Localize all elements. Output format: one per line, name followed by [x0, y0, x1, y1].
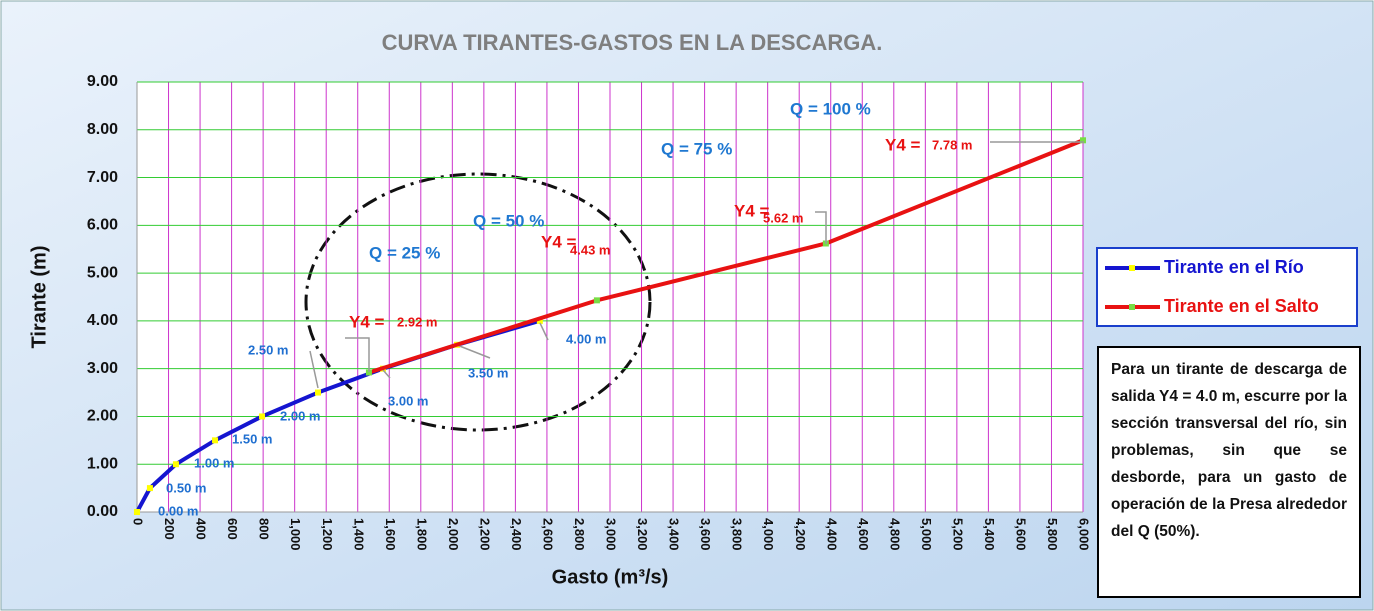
x-tick-label: 5,000	[919, 518, 934, 551]
annotation: Y4 =	[885, 135, 921, 154]
x-tick-label: 1,200	[320, 518, 335, 551]
y-tick-label: 0.00	[87, 503, 118, 520]
leader-line	[345, 337, 370, 372]
marker	[1080, 137, 1086, 144]
data-label: 3.50 m	[468, 365, 508, 380]
x-tick-label: 1,800	[414, 518, 429, 551]
data-label: 4.00 m	[566, 331, 606, 346]
x-tick-label: 4,400	[824, 518, 839, 551]
x-tick-label: 3,000	[604, 518, 619, 551]
x-tick-label: 3,800	[730, 518, 745, 551]
annotation: Q = 50 %	[473, 211, 544, 230]
x-tick-label: 5,600	[1013, 518, 1028, 551]
y-tick-label: 4.00	[87, 312, 118, 329]
y-tick-label: 5.00	[87, 264, 118, 281]
annotation: Q = 75 %	[661, 139, 732, 158]
x-tick-label: 6,000	[1077, 518, 1092, 551]
x-tick-label: 3,600	[698, 518, 713, 551]
x-tick-label: 3,400	[667, 518, 682, 551]
y-tick-label: 9.00	[87, 73, 118, 90]
marker	[536, 317, 543, 324]
data-label: 0.50 m	[166, 480, 206, 495]
data-label: 1.00 m	[194, 455, 234, 470]
leader-line	[539, 322, 549, 341]
x-tick-label: 2,800	[572, 518, 587, 551]
y-tick-label: 8.00	[87, 121, 118, 138]
x-tick-label: 4,600	[856, 518, 871, 551]
data-label: 3.00 m	[388, 393, 428, 408]
data-label: 5.62 m	[763, 210, 803, 225]
x-tick-label: 3,200	[635, 518, 650, 551]
y-tick-label: 3.00	[87, 360, 118, 377]
chart-title: CURVA TIRANTES-GASTOS EN LA DESCARGA.	[382, 30, 883, 55]
x-tick-label: 4,000	[761, 518, 776, 551]
x-tick-label: 800	[257, 518, 272, 540]
annotation: Q = 100 %	[790, 99, 871, 118]
legend-box	[1096, 247, 1358, 327]
x-tick-label: 400	[194, 518, 209, 540]
data-label: 2.50 m	[248, 342, 288, 357]
legend-label: Tirante en el Salto	[1164, 296, 1319, 316]
x-tick-label: 200	[162, 518, 177, 540]
legend-marker	[1129, 304, 1135, 310]
legend-label: Tirante en el Río	[1164, 257, 1304, 277]
leader-line	[382, 369, 391, 379]
leader-line	[815, 211, 827, 244]
y-tick-label: 7.00	[87, 169, 118, 186]
x-tick-label: 2,200	[477, 518, 492, 551]
marker	[212, 437, 219, 444]
data-label: 4.43 m	[570, 242, 610, 257]
data-label: 1.50 m	[232, 431, 272, 446]
marker	[315, 389, 322, 396]
data-label: 0.00 m	[158, 503, 198, 518]
x-tick-label: 5,800	[1045, 518, 1060, 551]
data-label: 2.92 m	[397, 314, 437, 329]
y-tick-label: 1.00	[87, 455, 118, 472]
x-axis-label: Gasto (m³/s)	[552, 566, 669, 588]
x-tick-label: 2,400	[509, 518, 524, 551]
y-tick-label: 2.00	[87, 408, 118, 425]
series-line	[368, 138, 1084, 375]
note-box: Para un tirante de descarga de salida Y4…	[1097, 346, 1361, 598]
leader-line	[309, 350, 319, 389]
marker	[365, 369, 372, 376]
marker	[593, 297, 600, 304]
highlight-ellipse	[304, 172, 652, 432]
x-tick-label: 1,400	[351, 518, 366, 551]
y-axis-label: Tirante (m)	[28, 246, 50, 349]
annotation: Y4 =	[349, 312, 385, 331]
x-tick-label: 0	[131, 518, 146, 525]
annotation: Y4 =	[734, 201, 770, 220]
x-tick-label: 5,200	[950, 518, 965, 551]
x-tick-label: 2,600	[540, 518, 555, 551]
x-tick-label: 1,600	[383, 518, 398, 551]
data-label: 7.78 m	[932, 137, 972, 152]
marker	[134, 509, 140, 515]
x-tick-label: 5,400	[982, 518, 997, 551]
y-tick-label: 6.00	[87, 217, 118, 234]
x-tick-label: 4,800	[887, 518, 902, 551]
marker	[172, 461, 179, 468]
legend-marker	[1129, 265, 1135, 271]
x-tick-label: 600	[225, 518, 240, 540]
marker	[146, 485, 153, 492]
annotation: Y4 =	[541, 232, 577, 251]
marker	[259, 413, 266, 420]
leader-line	[456, 344, 491, 359]
annotation: Q = 25 %	[369, 243, 440, 262]
x-tick-label: 4,200	[793, 518, 808, 551]
data-label: 2.00 m	[280, 408, 320, 423]
x-tick-label: 2,000	[446, 518, 461, 551]
x-tick-label: 1,000	[288, 518, 303, 551]
